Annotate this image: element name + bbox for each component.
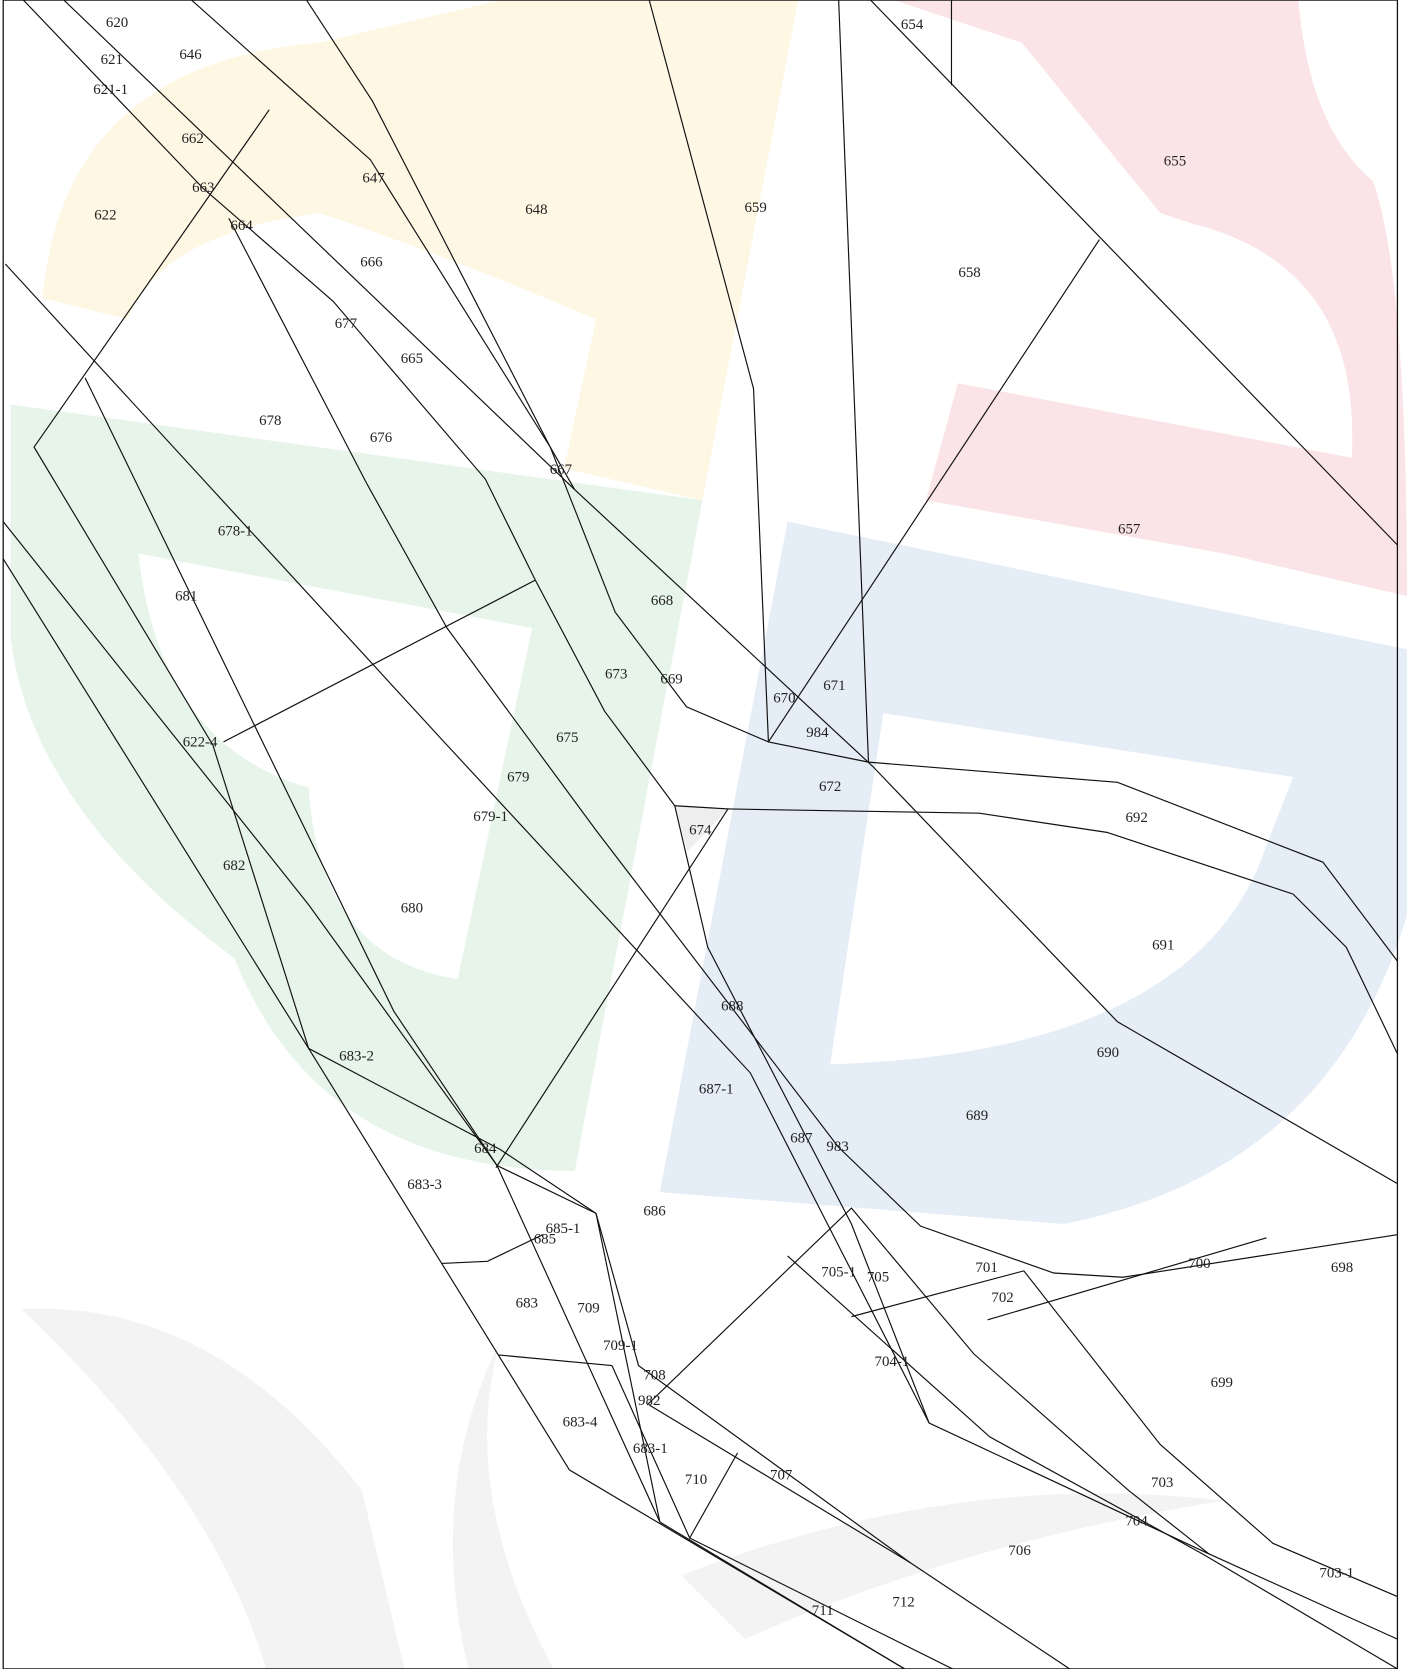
parcel-label: 704 <box>1125 1513 1148 1529</box>
parcel-label: 984 <box>806 725 829 741</box>
parcel-label: 692 <box>1125 810 1147 826</box>
parcel-label: 654 <box>901 17 924 33</box>
parcel-label: 711 <box>812 1603 834 1619</box>
parcel-label: 700 <box>1188 1256 1210 1272</box>
parcel-label: 691 <box>1152 938 1174 954</box>
parcel-label: 676 <box>370 430 392 446</box>
parcel-label: 674 <box>689 823 712 839</box>
parcel-label: 687 <box>790 1130 813 1146</box>
parcel-label: 983 <box>826 1139 848 1155</box>
parcel-label: 679 <box>507 770 529 786</box>
parcel-label: 621-1 <box>93 82 128 98</box>
parcel-label: 709-1 <box>603 1338 638 1354</box>
parcel-label: 705 <box>867 1270 889 1286</box>
parcel-label: 678-1 <box>218 524 253 540</box>
parcel-label: 659 <box>744 200 766 216</box>
parcel-label: 685 <box>534 1231 556 1247</box>
parcel-label: 683-1 <box>633 1441 668 1457</box>
parcel-label: 699 <box>1211 1375 1233 1391</box>
parcel-label: 658 <box>958 265 980 281</box>
parcel-label: 683-3 <box>407 1177 442 1193</box>
parcel-label: 662 <box>181 131 203 147</box>
parcel-label: 663 <box>192 180 214 196</box>
parcel-label: 701 <box>975 1260 997 1276</box>
parcel-label: 710 <box>685 1472 707 1488</box>
parcel-label: 698 <box>1331 1260 1353 1276</box>
parcel-label: 688 <box>721 998 743 1014</box>
parcel-label: 982 <box>638 1393 660 1409</box>
parcel-label: 706 <box>1008 1543 1030 1559</box>
parcel-label: 686 <box>643 1204 665 1220</box>
parcel-label: 712 <box>892 1594 914 1610</box>
parcel-label: 707 <box>770 1468 793 1484</box>
parcel-label: 670 <box>773 691 795 707</box>
parcel-label: 690 <box>1097 1045 1119 1061</box>
parcel-label: 682 <box>223 858 245 874</box>
parcel-label: 708 <box>643 1368 665 1384</box>
parcel-label: 667 <box>550 462 573 478</box>
parcel-label: 666 <box>360 254 382 270</box>
page: {"parcels": ["620","621","621-1","646","… <box>0 0 1407 1669</box>
parcel-label: 683 <box>516 1295 538 1311</box>
parcel-label: 677 <box>335 316 358 332</box>
parcel-label: 679-1 <box>473 809 508 825</box>
parcel-label: 673 <box>605 666 627 682</box>
parcel-label: 680 <box>401 900 423 916</box>
parcel-label: 704-1 <box>875 1354 910 1370</box>
parcel-label: 687-1 <box>699 1081 734 1097</box>
parcel-label: 684 <box>474 1141 497 1157</box>
parcel-label: 705-1 <box>821 1264 856 1280</box>
parcel-label: 683-2 <box>339 1048 374 1064</box>
parcel-label: 689 <box>966 1108 988 1124</box>
parcel-label: 671 <box>823 678 845 694</box>
parcel-label: 702 <box>991 1290 1013 1306</box>
parcel-label: 621 <box>101 52 123 68</box>
parcel-label: 709 <box>577 1301 599 1317</box>
parcel-label: 683-4 <box>563 1414 598 1430</box>
parcel-label: 672 <box>819 779 841 795</box>
parcel-label: 664 <box>230 218 253 234</box>
parcel-label: 703 <box>1151 1475 1173 1491</box>
parcel-label: 622 <box>94 208 116 224</box>
parcel-label: 675 <box>556 730 578 746</box>
parcel-label: 678 <box>259 413 281 429</box>
parcel-label: 668 <box>651 593 673 609</box>
parcel-label: 669 <box>660 672 682 688</box>
parcel-label: 646 <box>179 47 201 63</box>
parcel-label: 647 <box>362 170 385 186</box>
parcel-label: 681 <box>175 589 197 605</box>
parcel-label: 665 <box>401 351 423 367</box>
parcel-label: 648 <box>525 202 547 218</box>
parcel-label: 622-4 <box>183 734 218 750</box>
parcel-label: 620 <box>106 15 128 31</box>
parcel-label: 655 <box>1164 153 1186 169</box>
parcel-label: 703-1 <box>1319 1566 1354 1582</box>
cadastral-map: 620 621 621-1 646 662 663 622 664 647 648 659 654 65… <box>0 0 1407 1669</box>
parcel-label: 657 <box>1118 522 1141 538</box>
